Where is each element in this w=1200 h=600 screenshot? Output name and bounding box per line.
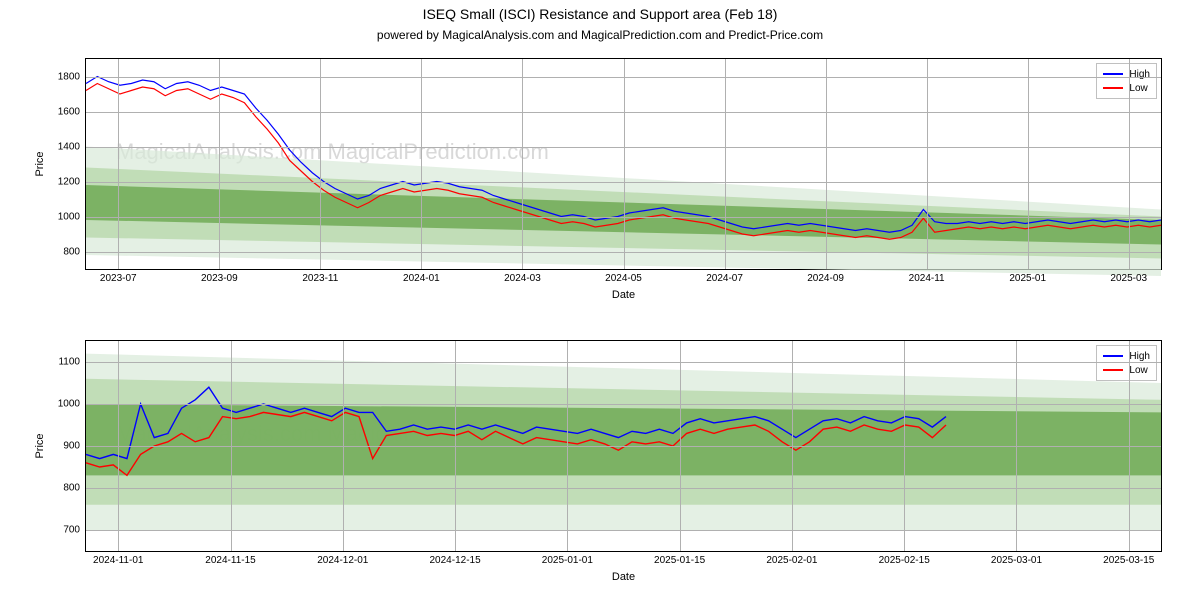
xtick-label: 2025-02-01	[766, 551, 817, 566]
xtick-label: 2023-11	[302, 269, 338, 284]
gridline-v	[1028, 59, 1029, 269]
gridline-v	[567, 341, 568, 551]
xtick-label: 2024-11	[909, 269, 945, 284]
gridline-v	[455, 341, 456, 551]
xtick-label: 2025-01-15	[654, 551, 705, 566]
gridline-h	[86, 404, 1161, 405]
ytick-label: 1600	[58, 106, 86, 117]
legend: High Low	[1096, 345, 1157, 381]
ytick-label: 1400	[58, 141, 86, 152]
legend-swatch-low	[1103, 87, 1123, 89]
xtick-label: 2025-03-15	[1103, 551, 1154, 566]
gridline-v	[826, 59, 827, 269]
gridline-v	[231, 341, 232, 551]
gridline-h	[86, 530, 1161, 531]
legend-item-low: Low	[1103, 363, 1150, 377]
ytick-label: 1000	[58, 399, 86, 410]
ytick-label: 1800	[58, 71, 86, 82]
gridline-v	[1129, 341, 1130, 551]
legend-label-low: Low	[1129, 83, 1147, 94]
gridline-v	[118, 59, 119, 269]
xtick-label: 2025-02-15	[879, 551, 930, 566]
xtick-label: 2023-09	[201, 269, 238, 284]
gridline-h	[86, 446, 1161, 447]
gridline-v	[118, 341, 119, 551]
gridline-v	[927, 59, 928, 269]
legend-swatch-low	[1103, 369, 1123, 371]
ytick-label: 1200	[58, 176, 86, 187]
bottom-xlabel: Date	[612, 551, 635, 583]
gridline-v	[343, 341, 344, 551]
xtick-label: 2025-01-01	[542, 551, 593, 566]
top-ylabel: Price	[34, 151, 46, 176]
chart-title: ISEQ Small (ISCI) Resistance and Support…	[0, 6, 1200, 22]
bottom-ylabel: Price	[34, 433, 46, 458]
gridline-v	[624, 59, 625, 269]
ytick-label: 1100	[58, 357, 86, 368]
gridline-v	[522, 59, 523, 269]
bottom-panel: MagicalAnalysis.com MagicalPrediction.co…	[85, 340, 1162, 552]
xtick-label: 2024-01	[403, 269, 440, 284]
legend-swatch-high	[1103, 73, 1123, 75]
gridline-v	[792, 341, 793, 551]
xtick-label: 2025-03	[1110, 269, 1147, 284]
legend-item-high: High	[1103, 67, 1150, 81]
gridline-v	[1016, 341, 1017, 551]
xtick-label: 2024-09	[807, 269, 844, 284]
xtick-label: 2024-07	[706, 269, 743, 284]
xtick-label: 2024-11-01	[93, 551, 143, 566]
legend-label-high: High	[1129, 69, 1150, 80]
gridline-v	[320, 59, 321, 269]
ytick-label: 900	[63, 441, 86, 452]
gridline-h	[86, 488, 1161, 489]
xtick-label: 2025-03-01	[991, 551, 1042, 566]
support-band	[86, 404, 1161, 475]
gridline-v	[904, 341, 905, 551]
gridline-v	[219, 59, 220, 269]
xtick-label: 2024-03	[504, 269, 541, 284]
ytick-label: 1000	[58, 211, 86, 222]
legend-item-low: Low	[1103, 81, 1150, 95]
ytick-label: 800	[63, 246, 86, 257]
chart-container: { "title": "ISEQ Small (ISCI) Resistance…	[0, 0, 1200, 600]
gridline-v	[680, 341, 681, 551]
legend-label-low: Low	[1129, 365, 1147, 376]
xtick-label: 2024-05	[605, 269, 642, 284]
legend-label-high: High	[1129, 351, 1150, 362]
chart-subtitle: powered by MagicalAnalysis.com and Magic…	[0, 28, 1200, 42]
gridline-h	[86, 362, 1161, 363]
xtick-label: 2025-01	[1009, 269, 1046, 284]
xtick-label: 2024-11-15	[205, 551, 255, 566]
legend: High Low	[1096, 63, 1157, 99]
gridline-v	[421, 59, 422, 269]
xtick-label: 2024-12-15	[430, 551, 481, 566]
legend-item-high: High	[1103, 349, 1150, 363]
xtick-label: 2024-12-01	[317, 551, 368, 566]
gridline-v	[725, 59, 726, 269]
gridline-v	[1129, 59, 1130, 269]
ytick-label: 700	[63, 525, 86, 536]
ytick-label: 800	[63, 483, 86, 494]
xtick-label: 2023-07	[100, 269, 137, 284]
top-panel: MagicalAnalysis.com MagicalPrediction.co…	[85, 58, 1162, 270]
legend-swatch-high	[1103, 355, 1123, 357]
